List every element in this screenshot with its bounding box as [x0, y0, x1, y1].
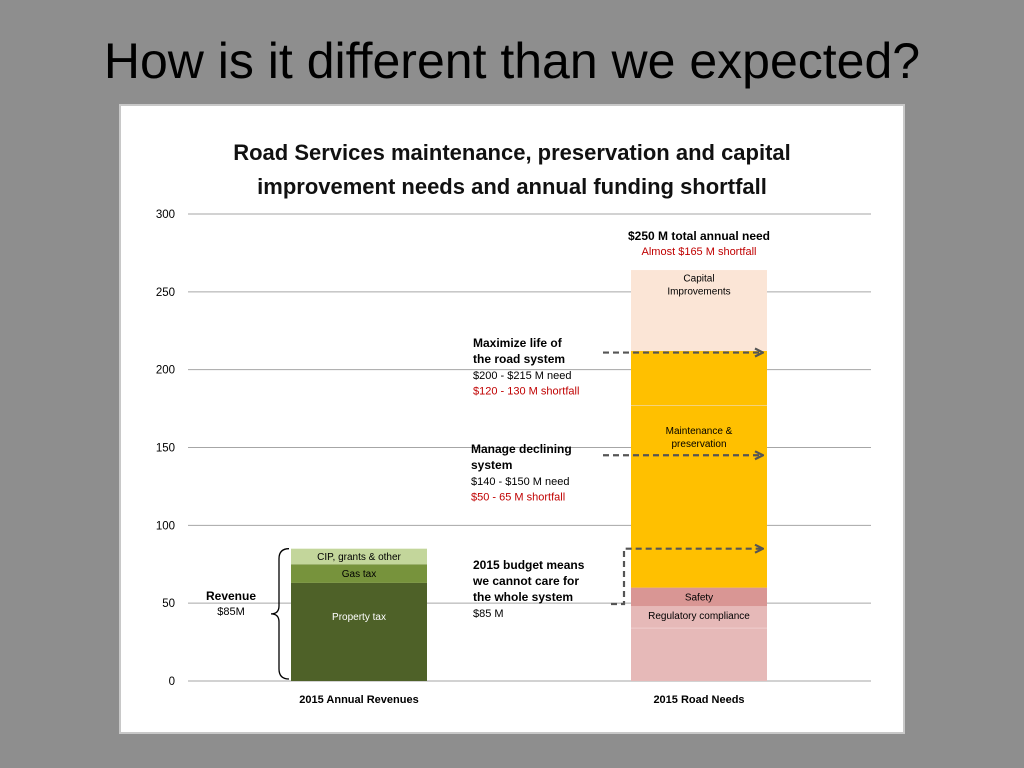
segment-label-gas-tax: Gas tax	[342, 569, 376, 580]
segment-label-capital-improvements-1: Improvements	[667, 286, 730, 297]
slide-title: How is it different than we expected?	[103, 33, 921, 89]
scenario-2-need: $85 M	[473, 608, 504, 620]
y-tick-label-50: 50	[162, 598, 175, 610]
scenario-1-need: $140 - $150 M need	[471, 476, 569, 488]
segment-label-maintenance-preservation-1: preservation	[671, 439, 726, 450]
stacked-bar-chart: Road Services maintenance, preservation …	[156, 140, 871, 706]
chart-panel: Road Services maintenance, preservation …	[119, 104, 905, 734]
chart-title-line-2: improvement needs and annual funding sho…	[257, 174, 767, 199]
scenario-0-title-line-0: Maximize life of	[473, 336, 563, 350]
revenue-bracket-label: Revenue	[206, 589, 256, 603]
segment-label-capital-improvements: Capital	[683, 273, 714, 284]
segment-label-property-tax: Property tax	[332, 612, 386, 623]
segment-label-cip-grants-other: CIP, grants & other	[317, 552, 401, 563]
scenario-1-shortfall: $50 - 65 M shortfall	[471, 492, 565, 504]
scenario-0-need: $200 - $215 M need	[473, 370, 571, 382]
total-need-label: $250 M total annual need	[628, 229, 770, 243]
scenario-2-title-line-0: 2015 budget means	[473, 558, 585, 572]
y-tick-label-100: 100	[156, 520, 175, 532]
scenario-0-shortfall: $120 - 130 M shortfall	[473, 386, 579, 398]
scenario-2-title-line-1: we cannot care for	[472, 574, 579, 588]
bar-segment-maintenance-preservation	[631, 350, 767, 588]
bar-segment-property-tax	[291, 582, 427, 681]
chart-title-line-1: Road Services maintenance, preservation …	[233, 140, 791, 165]
scenario-1-title-line-1: system	[471, 458, 512, 472]
y-tick-label-150: 150	[156, 443, 175, 455]
revenue-bracket-value: $85M	[217, 606, 245, 618]
total-shortfall-label: Almost $165 M shortfall	[642, 246, 757, 258]
segment-label-regulatory-compliance: Regulatory compliance	[648, 611, 750, 622]
scenario-1-title-line-0: Manage declining	[471, 442, 572, 456]
bar-segment-gas-tax	[291, 564, 427, 583]
scenario-2-title-line-2: the whole system	[473, 590, 573, 604]
scenario-0-title-line-1: the road system	[473, 352, 565, 366]
y-tick-label-0: 0	[169, 676, 175, 688]
segment-label-safety: Safety	[685, 592, 713, 603]
bar-segment-regulatory-compliance	[631, 606, 767, 681]
y-tick-label-200: 200	[156, 365, 175, 377]
y-tick-label-300: 300	[156, 209, 175, 221]
y-tick-label-250: 250	[156, 287, 175, 299]
bar-segment-cip-grants-other	[291, 548, 427, 565]
segment-label-maintenance-preservation: Maintenance &	[666, 426, 733, 437]
x-category-label-1: 2015 Road Needs	[653, 694, 744, 706]
scenario-2-arrow	[611, 549, 762, 606]
bar-segment-capital-improvements	[631, 270, 767, 351]
revenue-bracket	[270, 548, 290, 680]
bar-segment-safety	[631, 587, 767, 607]
x-category-label-0: 2015 Annual Revenues	[299, 694, 418, 706]
